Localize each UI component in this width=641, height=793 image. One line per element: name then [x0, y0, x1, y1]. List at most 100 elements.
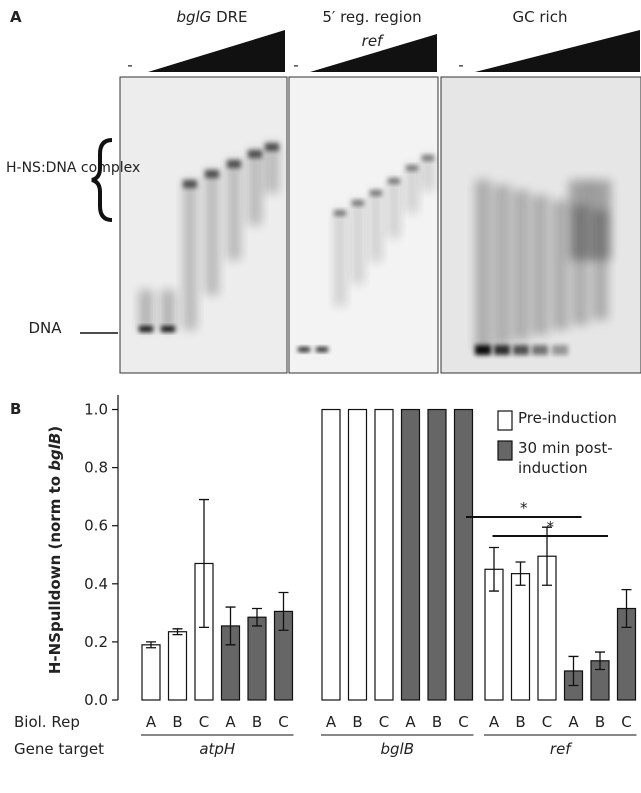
x-tick-label: B [252, 713, 262, 731]
gel-band [370, 190, 382, 262]
row-label: Gene target [14, 740, 104, 758]
y-tick-label: 0.0 [84, 691, 108, 709]
gel-band [316, 347, 328, 352]
gel-band [388, 178, 400, 184]
error-bar [199, 498, 209, 629]
gel-band [406, 165, 418, 213]
x-tick-label: C [458, 713, 468, 731]
x-tick-label: A [225, 713, 236, 731]
panel-label: B [10, 400, 21, 418]
gel-band [475, 180, 491, 350]
gel-band [139, 326, 153, 332]
gel-band [370, 190, 382, 196]
brace [91, 138, 113, 222]
bar [374, 408, 394, 701]
legend-swatch [497, 440, 513, 461]
gradient-triangle [148, 30, 285, 72]
control-label: - [127, 56, 132, 74]
panel-label: A [10, 8, 22, 26]
bar [247, 616, 267, 701]
bar [510, 573, 531, 701]
error-bar [621, 588, 632, 629]
gel-band [205, 170, 219, 295]
gel-band [589, 180, 611, 260]
gel [119, 76, 641, 374]
x-tick-label: C [379, 713, 389, 731]
gel-band [161, 290, 175, 330]
gel-band [406, 165, 418, 171]
gel-band [265, 143, 279, 151]
gel-band [205, 170, 219, 178]
gel-band [569, 180, 591, 260]
gel-band [532, 345, 548, 355]
error-bar [278, 591, 289, 631]
bar [427, 408, 447, 701]
gel-band [352, 200, 364, 206]
bar [453, 408, 474, 701]
bar [347, 408, 368, 701]
gel-band [388, 178, 400, 238]
control-label: - [458, 56, 463, 74]
dna-label: DNA [28, 319, 62, 337]
y-tick-label: 0.2 [84, 633, 108, 651]
gradient-triangle [310, 34, 437, 72]
bar [141, 644, 161, 701]
error-bar [595, 651, 605, 671]
group-label: ref [550, 740, 573, 758]
gel-band [352, 200, 364, 284]
y-axis-label: H-NSpulldown (norm to bglB) [46, 426, 64, 674]
lane-title: bglG DRE [176, 8, 247, 26]
gel-band [248, 150, 262, 158]
gel-band [552, 200, 568, 330]
gel-band [248, 150, 262, 225]
gel-band [475, 345, 491, 355]
gradient-triangle [475, 30, 640, 72]
group-label: atpH [199, 740, 235, 758]
x-tick-label: A [568, 713, 579, 731]
gel-band [513, 345, 529, 355]
error-bar [252, 607, 262, 627]
error-bar [489, 546, 499, 592]
complex-label: H-NS:DNA complex [6, 160, 140, 176]
x-tick-label: A [326, 713, 337, 731]
error-bar [225, 606, 236, 646]
x-tick-label: B [172, 713, 182, 731]
x-tick-label: B [432, 713, 442, 731]
gel-band [494, 185, 510, 345]
group-label: bglB [380, 740, 414, 758]
gel-band [183, 180, 197, 330]
x-tick-label: B [515, 713, 525, 731]
y-label-italic: bglB [46, 433, 64, 471]
x-tick-label: C [278, 713, 288, 731]
lane-subtitle: ref [362, 32, 385, 50]
gel-band [227, 160, 241, 168]
bar [167, 631, 188, 701]
x-tick-label: C [621, 713, 631, 731]
gel-band [494, 345, 510, 355]
gel-band [422, 155, 434, 161]
error-bar [568, 655, 579, 687]
gel-band [161, 326, 175, 332]
error-bar [146, 641, 156, 649]
bar [400, 408, 421, 701]
y-tick-label: 0.6 [84, 517, 108, 535]
gel-band [422, 155, 434, 191]
control-label: - [293, 56, 298, 74]
gel-band [227, 160, 241, 260]
significance-label: * [547, 518, 555, 536]
legend-label: Pre-induction [518, 409, 617, 427]
error-bar [172, 628, 183, 636]
lane-title-rest: DRE [211, 8, 247, 26]
y-tick-label: 0.8 [84, 459, 108, 477]
x-tick-label: B [352, 713, 362, 731]
gel-band [298, 347, 310, 352]
lane-title: 5′ reg. region [322, 8, 421, 26]
y-label-end: ) [46, 426, 64, 433]
y-tick-label: 1.0 [84, 401, 108, 419]
error-bar [515, 561, 526, 586]
lane-title-italic: bglG [176, 8, 211, 26]
y-label-text: H-NSpulldown (norm to [46, 471, 64, 674]
gel-band [513, 190, 529, 340]
x-tick-label: C [199, 713, 209, 731]
